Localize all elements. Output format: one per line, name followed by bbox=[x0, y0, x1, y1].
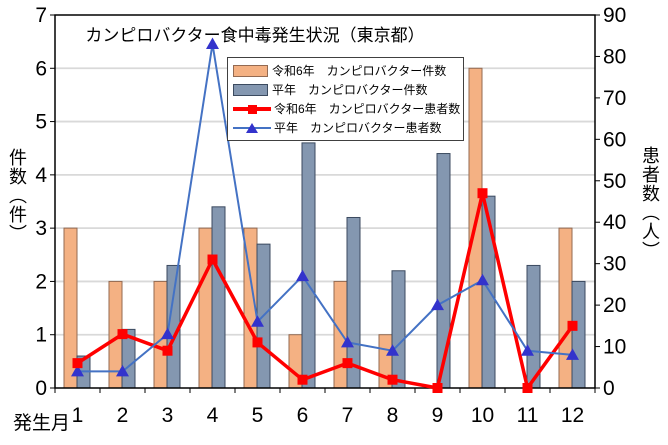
triangle-marker-icon bbox=[246, 122, 258, 133]
bar-reiwa6-kensu bbox=[198, 227, 213, 389]
marker-heinen-kanja bbox=[161, 327, 174, 340]
legend-swatch-line-heinen-icon bbox=[233, 122, 271, 134]
x-axis-tick-label: 4 bbox=[207, 404, 219, 427]
legend-item: 平年 カンピロバクター件数 bbox=[233, 80, 458, 99]
x-axis-title: 発生月 bbox=[13, 413, 71, 434]
right-axis-tick-label: 90 bbox=[603, 4, 626, 27]
right-axis-tick-label: 0 bbox=[603, 377, 615, 400]
legend-swatch-bar-heinen-icon bbox=[233, 83, 268, 96]
left-axis-tick-label: 0 bbox=[35, 377, 47, 400]
marker-reiwa6-kanja bbox=[477, 188, 488, 199]
legend-item: 平年 カンピロバクター患者数 bbox=[233, 118, 458, 137]
marker-reiwa6-kanja bbox=[162, 345, 173, 356]
legend-item-label: 平年 カンピロバクター件数 bbox=[272, 83, 428, 97]
marker-reiwa6-kanja bbox=[72, 358, 83, 369]
bar-heinen-kensu bbox=[301, 142, 316, 389]
marker-heinen-kanja bbox=[386, 344, 399, 356]
left-axis-title: 件数（件） bbox=[7, 148, 27, 243]
marker-reiwa6-kanja bbox=[207, 254, 218, 265]
marker-heinen-kanja bbox=[251, 315, 264, 327]
legend-swatch-bar-reiwa6-icon bbox=[233, 64, 268, 77]
x-axis-tick-label: 12 bbox=[561, 404, 584, 427]
bar-heinen-kensu bbox=[391, 270, 406, 389]
right-axis-tick-label: 80 bbox=[603, 45, 626, 68]
x-axis-tick-label: 11 bbox=[517, 404, 539, 427]
marker-reiwa6-kanja bbox=[567, 320, 578, 331]
x-axis-tick-label: 10 bbox=[471, 404, 494, 427]
marker-reiwa6-kanja bbox=[252, 337, 263, 348]
left-axis-tick-label: 3 bbox=[35, 217, 47, 240]
bar-heinen-kensu bbox=[436, 153, 451, 389]
chart-title: カンピロバクター食中毒発生状況（東京都） bbox=[85, 26, 425, 45]
bar-heinen-kensu bbox=[211, 206, 226, 389]
legend: 令和6年 カンピロバクター件数 平年 カンピロバクター件数 令和6年 カンピロバ… bbox=[227, 57, 464, 141]
legend-swatch-line-reiwa6-icon bbox=[233, 103, 271, 115]
legend-item-label: 令和6年 カンピロバクター件数 bbox=[272, 64, 447, 78]
x-axis-tick-label: 1 bbox=[72, 404, 84, 427]
marker-reiwa6-kanja bbox=[342, 358, 353, 369]
marker-heinen-kanja bbox=[476, 273, 489, 286]
legend-item: 令和6年 カンピロバクター件数 bbox=[233, 61, 458, 80]
marker-reiwa6-kanja bbox=[117, 329, 128, 340]
right-axis-tick-label: 70 bbox=[603, 87, 626, 110]
right-axis-tick-label: 50 bbox=[603, 170, 626, 193]
bar-reiwa6-kensu bbox=[333, 280, 348, 389]
bar-heinen-kensu bbox=[571, 280, 586, 389]
x-axis-tick-label: 2 bbox=[117, 404, 129, 427]
legend-item-label: 令和6年 カンピロバクター患者数 bbox=[274, 102, 461, 116]
right-axis-tick-label: 40 bbox=[603, 211, 626, 234]
x-axis-tick-label: 3 bbox=[162, 404, 174, 427]
left-axis-tick-label: 7 bbox=[35, 4, 47, 27]
right-axis-tick-label: 20 bbox=[603, 294, 626, 317]
marker-reiwa6-kanja bbox=[432, 383, 443, 393]
marker-reiwa6-kanja bbox=[387, 374, 398, 385]
x-axis-tick-label: 6 bbox=[297, 404, 309, 427]
x-axis-tick-label: 8 bbox=[387, 404, 399, 427]
marker-heinen-kanja bbox=[116, 364, 129, 377]
right-axis-tick-label: 10 bbox=[603, 336, 626, 359]
left-axis-tick-label: 2 bbox=[35, 270, 47, 293]
x-axis-tick-label: 5 bbox=[252, 404, 264, 427]
square-marker-icon bbox=[248, 104, 257, 114]
marker-heinen-kanja bbox=[296, 269, 309, 282]
right-axis-tick-label: 60 bbox=[603, 128, 626, 151]
legend-item-label: 平年 カンピロバクター患者数 bbox=[274, 121, 442, 135]
left-axis-tick-label: 6 bbox=[35, 57, 47, 80]
left-axis-tick-label: 4 bbox=[35, 164, 47, 187]
marker-reiwa6-kanja bbox=[297, 374, 308, 385]
marker-heinen-kanja bbox=[341, 335, 354, 348]
bar-reiwa6-kensu bbox=[558, 227, 573, 389]
marker-reiwa6-kanja bbox=[522, 383, 533, 393]
x-axis-tick-label: 9 bbox=[432, 404, 444, 427]
right-axis-title: 患者数（人） bbox=[640, 146, 660, 260]
left-axis-tick-label: 5 bbox=[35, 111, 47, 134]
left-axis-tick-label: 1 bbox=[35, 324, 47, 347]
right-axis-tick-label: 30 bbox=[603, 253, 626, 276]
line-reiwa6-kanja bbox=[76, 191, 574, 390]
line-heinen-kanja bbox=[77, 43, 573, 373]
marker-heinen-kanja bbox=[206, 37, 219, 50]
marker-heinen-kanja bbox=[566, 348, 579, 360]
x-axis-tick-label: 7 bbox=[342, 404, 354, 427]
bar-heinen-kensu bbox=[526, 264, 541, 389]
legend-item: 令和6年 カンピロバクター患者数 bbox=[233, 99, 461, 118]
marker-heinen-kanja bbox=[521, 344, 534, 356]
marker-heinen-kanja bbox=[431, 298, 444, 311]
marker-heinen-kanja bbox=[71, 364, 84, 377]
